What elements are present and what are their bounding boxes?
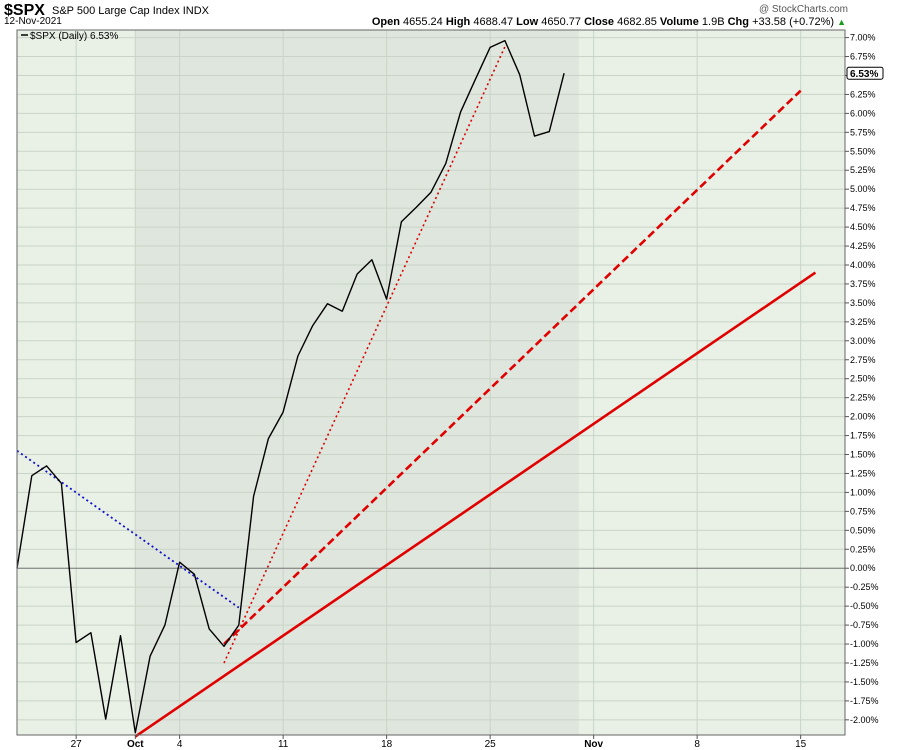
y-tick-label: 4.75% — [850, 203, 876, 213]
y-tick-label: 2.00% — [850, 412, 876, 422]
ohlc-readout: Open 4655.24 High 4688.47 Low 4650.77 Cl… — [372, 16, 846, 28]
x-tick-label: 8 — [694, 739, 700, 750]
y-tick-label: 6.25% — [850, 89, 876, 99]
chg-value: +33.58 (+0.72%) — [752, 16, 835, 28]
x-tick-label: 18 — [381, 739, 393, 750]
legend: $SPX (Daily) 6.53% — [21, 31, 118, 42]
high-label: High — [445, 16, 471, 28]
trendline-dashed — [223, 89, 802, 645]
y-tick-label: 3.00% — [850, 336, 876, 346]
y-tick-label: -2.00% — [850, 715, 879, 725]
series-layer — [16, 39, 565, 734]
chart-date: 12-Nov-2021 — [4, 16, 62, 27]
low-value: 4650.77 — [541, 16, 581, 28]
y-tick-label: 0.25% — [850, 544, 876, 554]
high-value: 4688.47 — [473, 16, 514, 28]
price-series-line — [16, 39, 565, 734]
x-tick-label: 27 — [71, 739, 83, 750]
y-tick-label: -0.50% — [850, 601, 879, 611]
trendline-solid — [134, 271, 817, 738]
last-value-label: 6.53% — [846, 66, 884, 80]
y-tick-label: -0.25% — [850, 582, 879, 592]
x-tick-label: 4 — [177, 739, 183, 750]
y-tick-label: 2.75% — [850, 355, 876, 365]
y-tick-label: 0.75% — [850, 506, 876, 516]
close-label: Close — [584, 16, 615, 28]
y-tick-label: 4.25% — [850, 241, 876, 251]
up-arrow-icon: ▲ — [837, 17, 846, 27]
y-tick-label: 2.50% — [850, 374, 876, 384]
y-tick-label: 1.75% — [850, 431, 876, 441]
y-tick-label: 1.25% — [850, 468, 876, 478]
x-tick-label: Oct — [127, 739, 144, 750]
x-tick-label: 15 — [795, 739, 807, 750]
y-tick-label: 5.50% — [850, 146, 876, 156]
last-value-text: 6.53% — [850, 69, 878, 80]
y-tick-label: 5.75% — [850, 127, 876, 137]
october-shaded-region — [135, 30, 579, 735]
instrument-name: S&P 500 Large Cap Index — [52, 5, 180, 17]
instrument-exchange: INDX — [182, 5, 209, 17]
y-tick-label: 6.00% — [850, 108, 876, 118]
chart-symbol: $SPX — [4, 2, 45, 19]
y-tick-label: 3.25% — [850, 317, 876, 327]
stockcharts-watermark: @ StockCharts.com — [758, 4, 848, 15]
y-tick-label: -0.75% — [850, 620, 879, 630]
y-tick-label: -1.25% — [850, 658, 879, 668]
y-tick-label: 0.00% — [850, 563, 876, 573]
y-tick-label: 1.50% — [850, 450, 876, 460]
open-label: Open — [371, 16, 400, 28]
volume-label: Volume — [659, 16, 699, 28]
legend-entry: $SPX (Daily) 6.53% — [30, 31, 118, 42]
open-value: 4655.24 — [403, 16, 443, 28]
y-tick-label: 3.75% — [850, 279, 876, 289]
volume-value: 1.9B — [701, 16, 725, 28]
y-tick-label: 3.50% — [850, 298, 876, 308]
y-tick-label: 5.25% — [850, 165, 876, 175]
x-tick-label: 25 — [485, 739, 497, 750]
grid-lines — [17, 30, 845, 735]
y-tick-label: 4.50% — [850, 222, 876, 232]
last-value-box — [846, 66, 884, 80]
y-tick-label: 7.00% — [850, 33, 876, 43]
low-label: Low — [516, 16, 539, 28]
close-value: 4682.85 — [617, 16, 657, 28]
trendlines — [16, 46, 817, 738]
x-tick-label: Nov — [584, 739, 603, 750]
y-tick-label: 0.50% — [850, 525, 876, 535]
chart-instrument-name: S&P 500 Large Cap Index INDX — [52, 5, 209, 17]
y-tick-label: 2.25% — [850, 393, 876, 403]
x-tick-label: 11 — [278, 739, 289, 750]
y-tick-label: 4.00% — [850, 260, 876, 270]
y-tick-label: 6.75% — [850, 52, 876, 62]
x-axis: 27 Oct 4 11 18 25 Nov 8 15 — [71, 735, 807, 750]
y-tick-label: 5.00% — [850, 184, 876, 194]
y-tick-label: -1.75% — [850, 696, 879, 706]
y-tick-label: 1.00% — [850, 487, 876, 497]
y-tick-label: -1.50% — [850, 677, 879, 687]
chg-label: Chg — [727, 16, 749, 28]
plot-border — [16, 29, 846, 736]
y-axis: 7.00%6.75%6.50%6.25%6.00%5.75%5.50%5.25%… — [845, 33, 879, 725]
trendline-dotted — [16, 449, 240, 609]
y-tick-label: -1.00% — [850, 639, 879, 649]
